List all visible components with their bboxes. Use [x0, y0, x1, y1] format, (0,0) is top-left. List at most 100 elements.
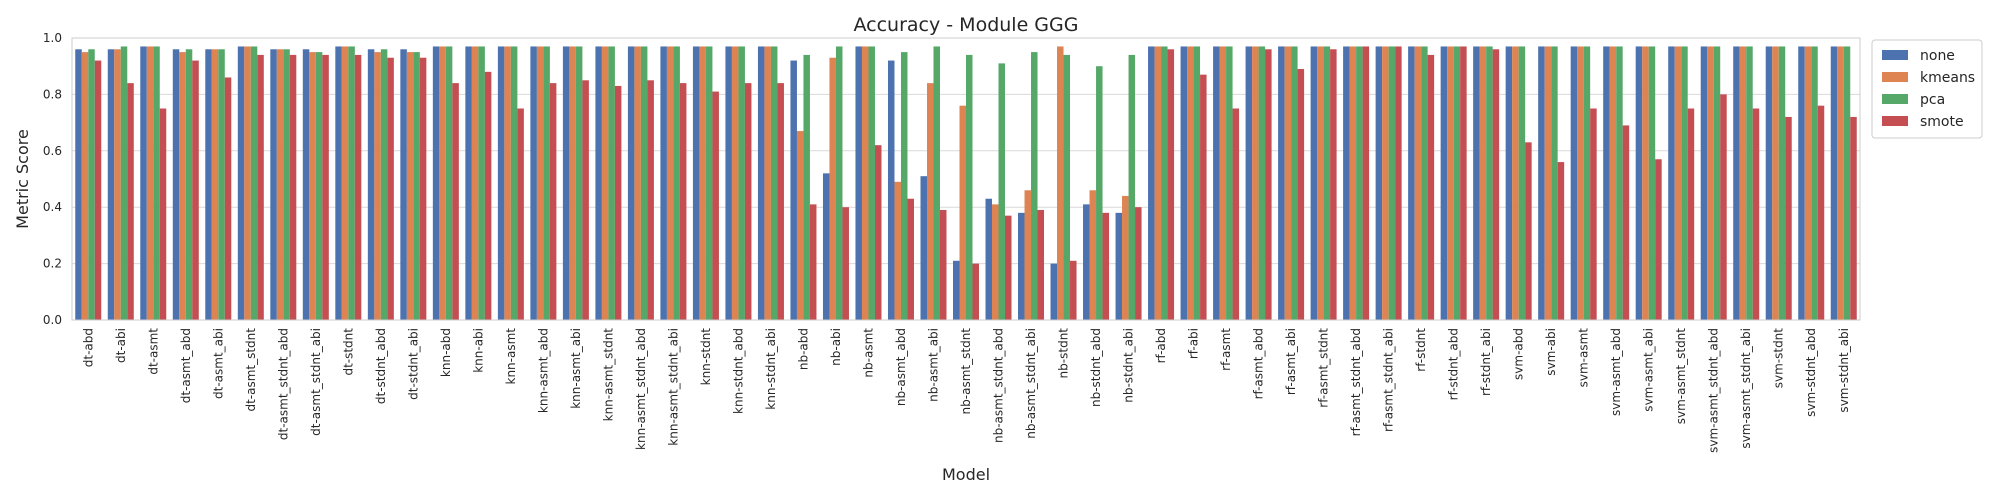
bar-smote-dt-asmt_stdnt	[257, 54, 264, 321]
y-tick-label: 0.0	[43, 313, 62, 327]
bar-kmeans-nb-abi	[829, 57, 836, 321]
x-tick-label: nb-stdnt_abd	[1089, 328, 1103, 407]
legend-label-none: none	[1920, 48, 1955, 64]
bar-pca-rf-asmt_abd	[1258, 46, 1266, 321]
x-tick-label: knn-asmt_stdnt	[601, 328, 615, 422]
x-tick-label: rf-abi	[1187, 328, 1201, 359]
x-tick-label: rf-asmt_stdnt_abi	[1382, 328, 1396, 432]
bar-smote-nb-stdnt_abd	[1102, 212, 1110, 320]
x-tick-label: nb-asmt_stdnt	[959, 328, 973, 415]
bar-pca-knn-asmt_abd	[543, 46, 550, 321]
x-tick-label: svm-abi	[1544, 328, 1558, 376]
bar-pca-knn-abi	[478, 46, 485, 321]
bar-smote-knn-stdnt	[712, 91, 719, 320]
bar-pca-dt-asmt_abd	[185, 49, 193, 320]
bar-kmeans-svm-abi	[1544, 46, 1552, 321]
bar-pca-dt-abi	[120, 46, 128, 321]
x-tick-label: dt-stdnt_abd	[374, 328, 388, 404]
bar-smote-svm-abi	[1557, 162, 1565, 320]
bar-pca-dt-stdnt_abi	[413, 52, 420, 320]
bar-kmeans-svm-asmt_abi	[1642, 46, 1649, 321]
bar-kmeans-svm-stdnt_abd	[1804, 46, 1812, 321]
bar-smote-svm-stdnt	[1785, 116, 1792, 321]
bar-none-knn-stdnt	[692, 46, 700, 321]
x-tick-label: rf-stdnt_abd	[1447, 328, 1461, 400]
bar-pca-dt-asmt	[153, 46, 160, 321]
bar-none-nb-asmt_abd	[887, 60, 895, 321]
x-tick-label: dt-abi	[114, 328, 128, 363]
bar-none-dt-asmt_abd	[172, 49, 180, 320]
y-axis-title: Metric Score	[13, 129, 32, 229]
bar-kmeans-nb-asmt_stdnt_abi	[1024, 190, 1032, 320]
x-tick-label: knn-asmt	[504, 328, 518, 385]
bar-smote-dt-asmt_stdnt_abi	[322, 54, 329, 321]
bar-kmeans-svm-asmt_abd	[1609, 46, 1617, 321]
bar-pca-dt-stdnt	[348, 46, 355, 321]
bar-none-nb-stdnt_abd	[1083, 204, 1090, 320]
bar-pca-dt-abd	[88, 49, 95, 320]
bar-kmeans-dt-abi	[114, 49, 121, 320]
bar-pca-knn-stdnt_abd	[738, 46, 745, 321]
bar-smote-rf-asmt_abi	[1297, 69, 1305, 321]
bar-pca-knn-asmt	[510, 46, 518, 321]
bar-kmeans-knn-asmt_abd	[536, 46, 544, 321]
x-tick-label: dt-asmt_abd	[179, 328, 193, 403]
bar-smote-nb-asmt_stdnt_abd	[1005, 215, 1012, 320]
bar-smote-svm-asmt_stdnt_abd	[1720, 94, 1727, 321]
bar-smote-rf-asmt_stdnt	[1330, 49, 1337, 320]
bar-smote-knn-asmt_abi	[582, 80, 589, 320]
x-tick-label: svm-asmt_abi	[1642, 328, 1656, 412]
x-tick-label: rf-asmt_stdnt	[1317, 328, 1331, 408]
bar-smote-knn-abi	[484, 71, 492, 320]
bar-kmeans-knn-stdnt	[699, 46, 706, 321]
bar-none-rf-asmt_stdnt	[1310, 46, 1318, 321]
bar-none-knn-abi	[465, 46, 472, 321]
y-tick-label: 0.4	[43, 200, 62, 214]
bar-pca-knn-asmt_stdnt	[608, 46, 615, 321]
x-tick-label: rf-asmt_stdnt_abd	[1349, 328, 1363, 436]
bar-pca-rf-asmt	[1226, 46, 1233, 321]
bar-kmeans-knn-stdnt_abi	[764, 46, 771, 321]
x-tick-label: nb-stdnt	[1057, 328, 1071, 379]
bar-none-nb-stdnt_abi	[1115, 212, 1123, 320]
bar-kmeans-rf-stdnt	[1414, 46, 1422, 321]
legend-swatch-pca	[1882, 94, 1908, 104]
bar-pca-nb-asmt_stdnt_abd	[998, 63, 1006, 320]
legend-label-pca: pca	[1920, 92, 1945, 108]
bar-none-rf-asmt_stdnt_abi	[1375, 46, 1383, 321]
bar-smote-rf-stdnt	[1427, 54, 1435, 321]
bar-kmeans-nb-asmt_stdnt	[959, 105, 966, 321]
bar-smote-knn-asmt_abd	[549, 83, 557, 321]
bar-smote-knn-asmt_stdnt	[614, 85, 622, 320]
bar-smote-dt-abi	[127, 83, 134, 321]
x-tick-label: svm-asmt	[1577, 328, 1591, 388]
x-tick-label: dt-asmt_stdnt	[244, 328, 258, 412]
bar-kmeans-svm-abd	[1512, 46, 1519, 321]
bar-kmeans-knn-asmt_stdnt_abd	[634, 46, 641, 321]
y-tick-label: 0.2	[43, 257, 62, 271]
x-tick-label: svm-stdnt_abd	[1804, 328, 1818, 417]
bar-none-svm-asmt_abi	[1635, 46, 1643, 321]
bar-smote-knn-asmt	[517, 108, 524, 320]
bar-smote-nb-asmt_stdnt_abi	[1037, 210, 1045, 320]
bar-smote-knn-stdnt_abd	[744, 83, 752, 321]
bar-none-knn-abd	[432, 46, 440, 321]
bar-kmeans-svm-asmt	[1577, 46, 1584, 321]
bar-pca-rf-abi	[1193, 46, 1201, 321]
bar-pca-svm-asmt_stdnt_abi	[1746, 46, 1753, 321]
bar-none-svm-asmt_stdnt_abd	[1700, 46, 1708, 321]
bar-none-nb-asmt	[855, 46, 862, 321]
bar-smote-svm-asmt_stdnt_abi	[1752, 108, 1760, 320]
bar-pca-rf-stdnt_abi	[1486, 46, 1493, 321]
bar-smote-dt-asmt_stdnt_abd	[289, 54, 297, 321]
bar-kmeans-knn-stdnt_abd	[731, 46, 739, 321]
bar-none-nb-stdnt	[1050, 263, 1058, 320]
bar-none-rf-asmt_abd	[1245, 46, 1253, 321]
x-tick-label: svm-asmt_stdnt_abd	[1707, 328, 1721, 453]
bar-smote-rf-stdnt_abi	[1492, 49, 1500, 320]
legend-swatch-kmeans	[1882, 72, 1908, 82]
bar-smote-dt-stdnt	[354, 54, 362, 321]
bar-pca-svm-asmt	[1583, 46, 1591, 321]
bar-kmeans-svm-stdnt_abi	[1837, 46, 1844, 321]
bar-pca-rf-stdnt	[1421, 46, 1428, 321]
